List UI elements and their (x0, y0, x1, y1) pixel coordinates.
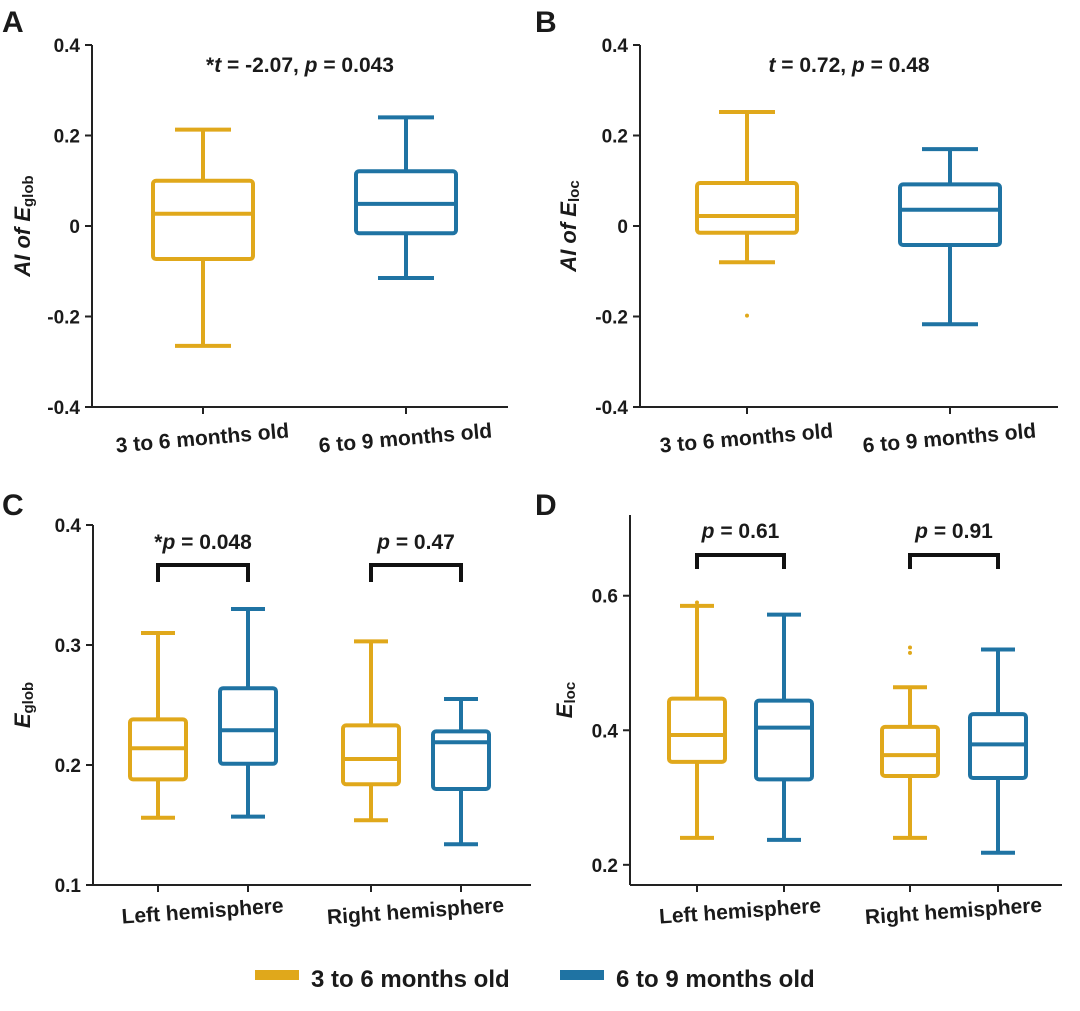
panel-letter: B (535, 6, 557, 39)
iqr-box (341, 723, 401, 787)
y-axis-label: Eloc (552, 682, 579, 718)
iqr-box (667, 696, 727, 764)
outlier-point (908, 645, 912, 650)
panel-B: B -0.4 -0.2 0 0.2 0.4 AI of Eloc 3 to 6 months … (535, 6, 1058, 458)
iqr-box (754, 698, 814, 782)
outlier-point (745, 313, 749, 318)
y-tick-label: 0 (617, 217, 628, 238)
x-category-label: Right hemisphere (864, 894, 1043, 929)
significance-bracket (908, 553, 1000, 569)
panel-C: C 0.1 0.2 0.3 0.4 Eglob Left hemisphere Right h… (2, 489, 531, 929)
box-3-to-6-months-old-0 (151, 127, 255, 348)
x-category-label: 6 to 9 months old (862, 419, 1037, 457)
panel-letter: A (2, 6, 24, 39)
x-category-label: 3 to 6 months old (659, 419, 834, 457)
box-6-to-9-months-old-1 (898, 147, 1002, 327)
box-left-hemisphere-1 (218, 607, 278, 819)
significance-bracket (369, 563, 463, 582)
y-tick-label: 0.2 (592, 856, 618, 877)
panel-D: D 0.2 0.4 0.6 Eloc Left hemisphere Right hemis… (535, 489, 1062, 929)
panel-A: A -0.4 -0.2 0 0.2 0.4 AI of Eglob 3 to 6 months… (2, 6, 508, 458)
box-left-hemisphere-1 (754, 612, 814, 842)
outlier-point (695, 600, 699, 605)
box-left-hemisphere-0 (128, 631, 188, 820)
iqr-box (431, 729, 491, 792)
panel-letter: D (535, 489, 557, 522)
box-left-hemisphere-0 (667, 603, 727, 840)
stat-annotation: *t = -2.07, p = 0.043 (206, 54, 394, 77)
legend-label: 3 to 6 months old (311, 966, 510, 993)
box-right-hemisphere-1 (431, 697, 491, 847)
y-tick-label: -0.2 (595, 308, 628, 329)
significance-bracket (695, 553, 786, 569)
panel-letter: C (2, 489, 24, 522)
y-axis-label: AI of Eglob (10, 175, 37, 277)
iqr-box (880, 724, 940, 779)
stat-annotation: p = 0.61 (701, 520, 780, 543)
iqr-box (898, 182, 1002, 248)
legend-label: 6 to 9 months old (616, 966, 815, 993)
y-tick-label: 0.4 (55, 516, 82, 537)
y-tick-label: 0.4 (602, 36, 629, 57)
significance-bracket (156, 563, 250, 582)
outlier-point (908, 650, 912, 655)
y-tick-label: -0.2 (47, 308, 80, 329)
box-right-hemisphere-0 (880, 685, 940, 840)
y-tick-label: 0.4 (592, 721, 619, 742)
y-tick-label: 0.3 (55, 636, 81, 657)
y-tick-label: -0.4 (47, 398, 80, 419)
box-6-to-9-months-old-1 (354, 115, 458, 281)
iqr-box (151, 178, 255, 262)
y-axis-label: AI of Eloc (556, 180, 583, 272)
y-tick-label: 0.2 (54, 127, 80, 148)
stat-annotation: *p = 0.048 (154, 531, 252, 554)
panels: A -0.4 -0.2 0 0.2 0.4 AI of Eglob 3 to 6 months… (2, 6, 1062, 929)
legend-swatch (255, 970, 299, 980)
x-category-label: Left hemisphere (658, 894, 821, 928)
box-right-hemisphere-0 (341, 639, 401, 823)
y-tick-label: 0.4 (54, 36, 81, 57)
y-tick-label: 0 (69, 217, 80, 238)
y-tick-label: 0.2 (55, 756, 81, 777)
legend: 3 to 6 months old 6 to 9 months old (255, 966, 815, 993)
x-category-label: 3 to 6 months old (115, 419, 290, 457)
iqr-box (695, 181, 799, 235)
x-category-label: Left hemisphere (121, 894, 284, 928)
x-category-label: Right hemisphere (326, 894, 505, 929)
box-3-to-6-months-old-0 (695, 109, 799, 265)
x-category-label: 6 to 9 months old (318, 419, 493, 457)
stat-annotation: t = 0.72, p = 0.48 (768, 54, 929, 77)
y-axis-label: Eglob (10, 682, 37, 728)
legend-swatch (560, 970, 604, 980)
iqr-box (218, 686, 278, 766)
y-tick-label: 0.2 (602, 127, 628, 148)
y-tick-label: 0.6 (592, 587, 618, 608)
y-tick-label: 0.1 (55, 876, 82, 897)
box-right-hemisphere-1 (968, 647, 1028, 855)
stat-annotation: p = 0.47 (376, 531, 455, 554)
stat-annotation: p = 0.91 (914, 520, 993, 543)
y-tick-label: -0.4 (595, 398, 628, 419)
